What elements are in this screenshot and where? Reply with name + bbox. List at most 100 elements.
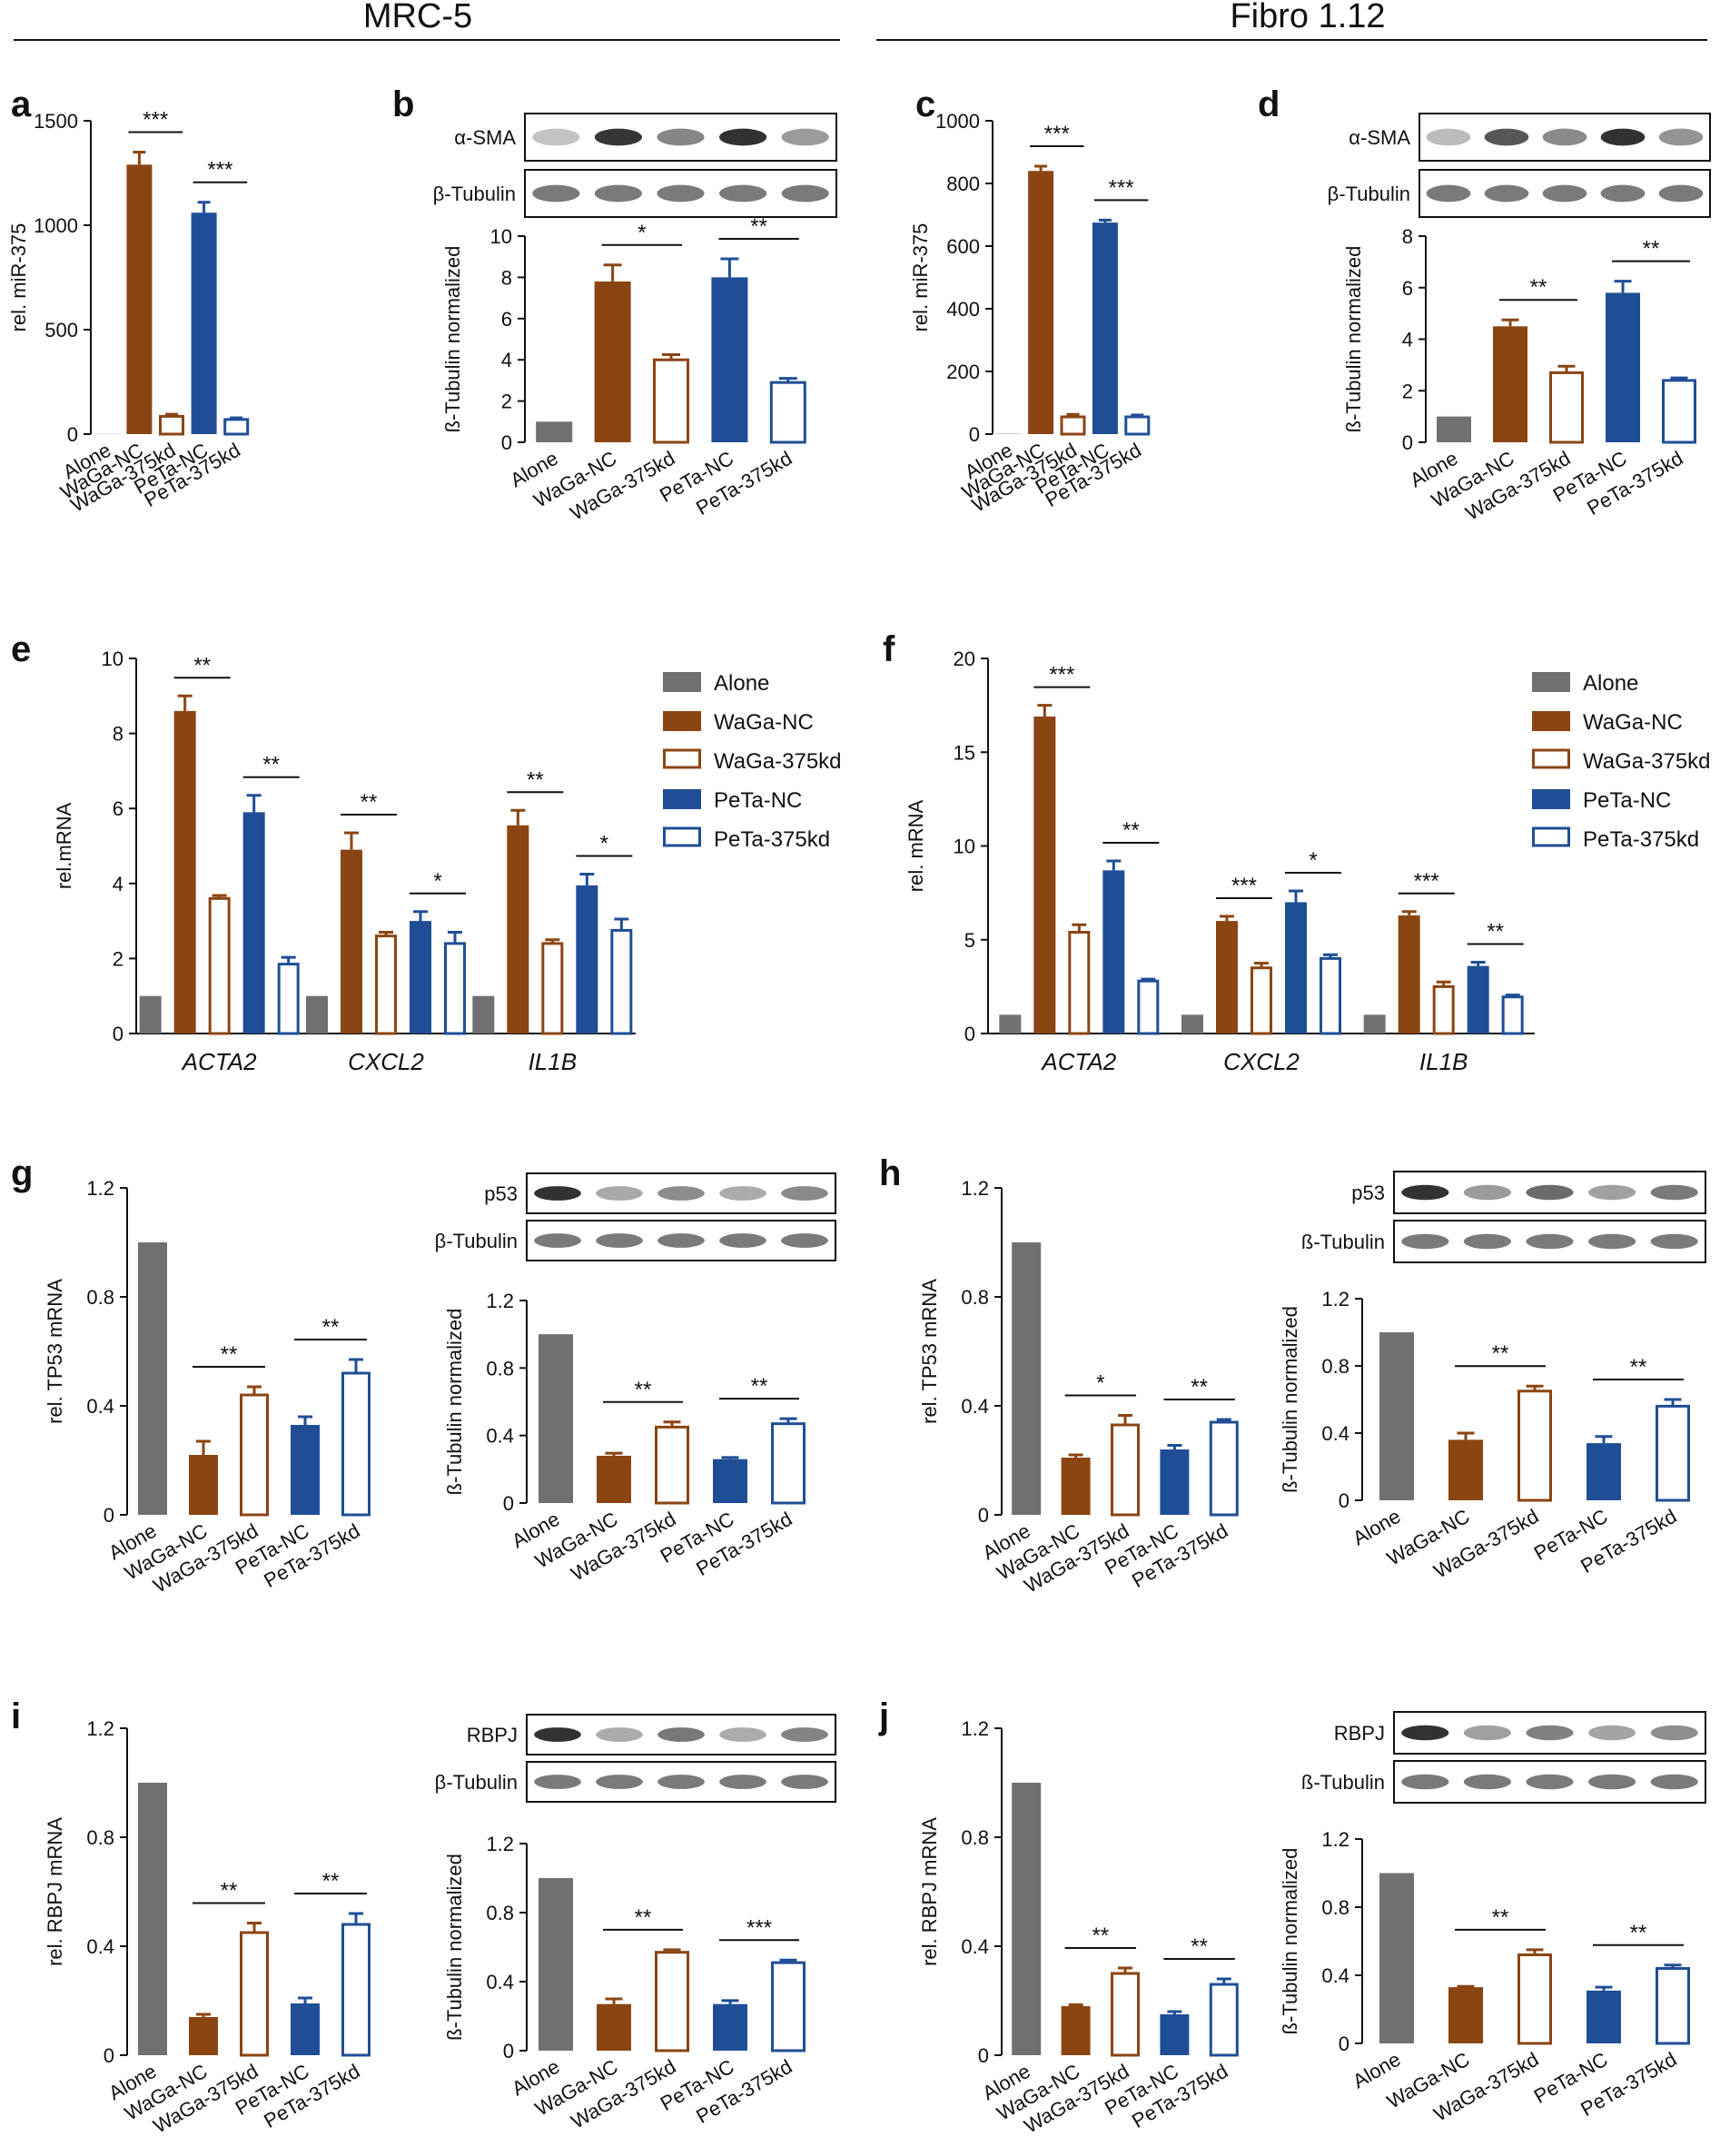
bar [159, 414, 184, 436]
significance-label: ** [635, 1905, 652, 1930]
y-axis-label: rel. miR-375 [7, 223, 30, 332]
bar [771, 1961, 806, 2052]
bar [341, 1923, 371, 2057]
blot-band [657, 1233, 705, 1248]
significance-label: ** [1122, 818, 1140, 843]
legend-label: Alone [714, 671, 769, 696]
chart-i2: 00.40.81.2ß-Tubulin normalizedAloneWaGa-… [435, 1714, 836, 2133]
legend: Alone WaGa-NC WaGa-375kd PeTa-NC PeTa-375kd [663, 671, 842, 852]
significance-label: *** [1231, 874, 1257, 898]
bar [576, 885, 598, 1033]
blot-label: β-Tubulin [435, 1771, 518, 1794]
bar [713, 1459, 747, 1503]
significance-label: ** [361, 790, 378, 815]
bar [610, 928, 633, 1035]
bar [597, 1455, 631, 1503]
bar [1432, 984, 1455, 1035]
significance-label: ** [221, 1879, 238, 1904]
bar [1587, 1443, 1621, 1500]
blot-band [594, 128, 642, 146]
blot-band [719, 1186, 766, 1201]
bar [1033, 717, 1056, 1033]
significance-label: ** [1487, 920, 1504, 944]
x-group-label: ACTA2 [1040, 1048, 1116, 1075]
bar [653, 358, 689, 444]
y-axis-label: ß-Tubulin normalized [443, 1309, 466, 1496]
y-tick-label: 8 [501, 266, 512, 289]
y-tick-label: 1.2 [86, 1717, 114, 1740]
y-tick-label: 1.2 [961, 1717, 989, 1740]
blot-label: β-Tubulin [435, 1230, 518, 1252]
y-tick-label: 6 [113, 797, 124, 820]
bar [1250, 966, 1272, 1035]
significance-label: ** [193, 653, 211, 677]
bar [541, 942, 564, 1035]
blot-label: ß-Tubulin [1301, 1231, 1385, 1253]
bar [655, 1425, 689, 1505]
panel-label: a [11, 84, 32, 124]
y-tick-label: 0.4 [1321, 1422, 1349, 1445]
blot-band [781, 1233, 828, 1248]
y-tick-label: 0.4 [1321, 1964, 1349, 1987]
blot-band [596, 1775, 643, 1789]
significance-label: ** [322, 1315, 340, 1340]
y-tick-label: 0 [113, 1023, 124, 1045]
bar [1160, 1449, 1190, 1515]
bar [539, 1334, 573, 1503]
significance-label: ** [322, 1869, 340, 1894]
bar [1398, 915, 1420, 1033]
blot-band [719, 184, 767, 203]
panel-label: b [392, 84, 414, 124]
significance-label: *** [1109, 175, 1134, 200]
legend-label: WaGa-NC [1583, 710, 1683, 735]
bar [1124, 415, 1151, 436]
blot-band [1526, 1774, 1574, 1790]
bar [410, 921, 431, 1033]
significance-label: ** [262, 753, 280, 777]
legend-swatch [663, 711, 701, 731]
blot-band [1401, 1725, 1449, 1741]
blot-band [594, 184, 642, 203]
blot-band [534, 1233, 581, 1248]
y-tick-label: 10 [490, 225, 512, 248]
bar [1209, 1420, 1239, 1517]
y-tick-label: 2 [113, 947, 124, 970]
blot-band [1650, 1774, 1698, 1790]
bar [655, 1951, 689, 2052]
blot-band [781, 184, 829, 203]
legend-label: PeTa-375kd [714, 827, 830, 852]
y-tick-label: 6 [1402, 277, 1413, 300]
bar [1448, 1987, 1483, 2043]
panel-label: g [11, 1153, 33, 1193]
significance-label: ** [1630, 1355, 1647, 1380]
x-group-label: IL1B [529, 1048, 578, 1075]
bar [1493, 326, 1527, 442]
y-tick-label: 1.2 [1321, 1288, 1349, 1310]
y-tick-label: 15 [954, 741, 975, 764]
blot-label: ß-Tubulin [1301, 1771, 1385, 1794]
blot-band [719, 1233, 766, 1248]
blot-band [1542, 128, 1587, 146]
bar [306, 995, 328, 1033]
y-tick-label: 6 [501, 308, 512, 331]
significance-label: * [638, 221, 646, 245]
chart-h2: 00.40.81.2ß-Tubulin normalizedAloneWaGa-… [1279, 1171, 1706, 1583]
legend-swatch [1532, 711, 1570, 731]
legend-label: Alone [1583, 671, 1638, 696]
y-tick-label: 0.4 [486, 1971, 514, 1993]
blot-band [719, 1775, 766, 1789]
bar [242, 812, 265, 1033]
y-tick-label: 0.8 [1321, 1896, 1349, 1919]
blot-band [781, 1775, 828, 1789]
blot-band [781, 128, 829, 146]
legend-label: WaGa-375kd [1583, 749, 1711, 774]
blot-band [1600, 128, 1646, 146]
bar [1061, 2006, 1091, 2055]
y-tick-label: 500 [44, 319, 78, 341]
bar [1012, 1242, 1042, 1515]
